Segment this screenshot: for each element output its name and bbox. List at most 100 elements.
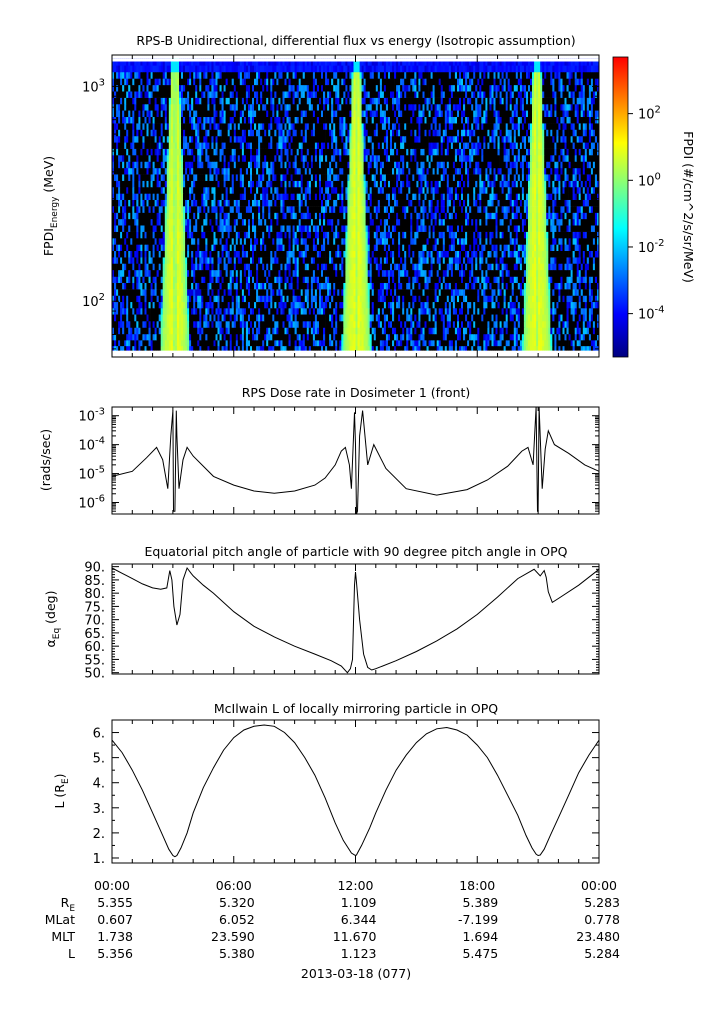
heatmap-cell [321,340,324,347]
heatmap-cell [493,218,496,226]
heatmap-cell [203,327,206,335]
heatmap-cell [310,340,314,347]
heatmap-cell [280,257,283,264]
heatmap-cell [264,263,267,271]
heatmap-cell [164,282,168,290]
heatmap-cell [274,231,277,239]
heatmap-cell [586,308,590,315]
heatmap-cell [509,314,513,322]
heatmap-cell [134,289,137,296]
heatmap-cell [471,238,474,245]
heatmap-cell [199,320,202,328]
heatmap-cell [132,276,135,283]
heatmap-cell [179,301,182,309]
heatmap-cell [448,244,452,251]
heatmap-cell [193,340,196,347]
heatmap-cell [538,225,541,232]
heatmap-cell [560,244,563,251]
heatmap-cell [239,231,243,239]
heatmap-cell [396,327,399,335]
heatmap-cell [252,218,255,226]
heatmap-cell [410,308,413,315]
heatmap-cell [136,225,139,232]
heatmap-cell [323,314,326,322]
heatmap-cell [319,340,322,347]
heatmap-cell [260,218,263,226]
heatmap-cell [416,276,419,283]
heatmap-cell [580,301,584,309]
heatmap-cell [327,250,330,258]
heatmap-cell [335,282,338,290]
heatmap-cell [400,218,403,226]
heatmap-cell [347,295,350,303]
heatmap-cell [493,301,496,309]
heatmap-cell [310,314,314,322]
heatmap-cell [536,308,539,315]
heatmap-cell [426,340,429,347]
heatmap-cell [189,218,192,226]
heatmap-cell [349,238,352,245]
heatmap-cell [148,308,151,315]
heatmap-cell [475,276,478,283]
heatmap-cell [471,269,474,277]
heatmap-cell [335,263,338,271]
heatmap-cell [438,250,442,258]
heatmap-cell [552,250,555,258]
heatmap-cell [546,263,549,271]
heatmap-cell [444,327,448,335]
heatmap-cell [140,301,143,309]
heatmap-cells [112,58,600,351]
heatmap-cell [321,295,324,303]
heatmap-cell [349,320,352,328]
heatmap-cell [270,340,273,347]
heatmap-cell [140,225,143,232]
heatmap-cell [530,244,533,251]
heatmap-cell [112,301,115,309]
heatmap-cell [264,333,267,341]
heatmap-cell [312,244,316,251]
heatmap-cell [325,345,328,351]
heatmap-cell [521,269,525,277]
heatmap-cell [296,244,300,251]
heatmap-cell [373,282,377,290]
heatmap-cell [475,295,478,303]
heatmap-cell [237,250,241,258]
heatmap-cell [440,320,444,328]
heatmap-cell [298,308,302,315]
heatmap-cell [597,345,600,351]
heatmap-cell [491,295,494,303]
heatmap-cell [381,257,385,264]
heatmap-cell [495,289,498,296]
heatmap-cell [217,263,220,271]
heatmap-cell [272,295,275,303]
heatmap-cell [235,320,239,328]
heatmap-cell [414,345,417,351]
heatmap-cell [162,282,166,290]
heatmap-cell [306,225,310,232]
heatmap-cell [521,320,525,328]
heatmap-cell [390,301,393,309]
heatmap-cell [316,263,320,271]
heatmap-cell [503,301,507,309]
heatmap-cell [343,301,346,309]
heatmap-cell [341,295,344,303]
heatmap-cell [298,295,302,303]
heatmap-cell [250,225,253,232]
heatmap-cell [219,289,222,296]
heatmap-cell [491,308,494,315]
heatmap-cell [290,257,294,264]
heatmap-cell [410,250,413,258]
heatmap-cell [519,257,523,264]
heatmap-cell [588,276,592,283]
heatmap-cell [140,295,143,303]
heatmap-cell [243,269,247,277]
heatmap-cell [467,269,470,277]
heatmap-cell [351,340,354,347]
heatmap-cell [174,308,178,315]
heatmap-cell [515,263,519,271]
heatmap-cell [219,257,222,264]
heatmap-cell [489,218,492,226]
heatmap-cell [306,276,310,283]
heatmap-cell [333,244,336,251]
heatmap-cell [558,345,561,351]
